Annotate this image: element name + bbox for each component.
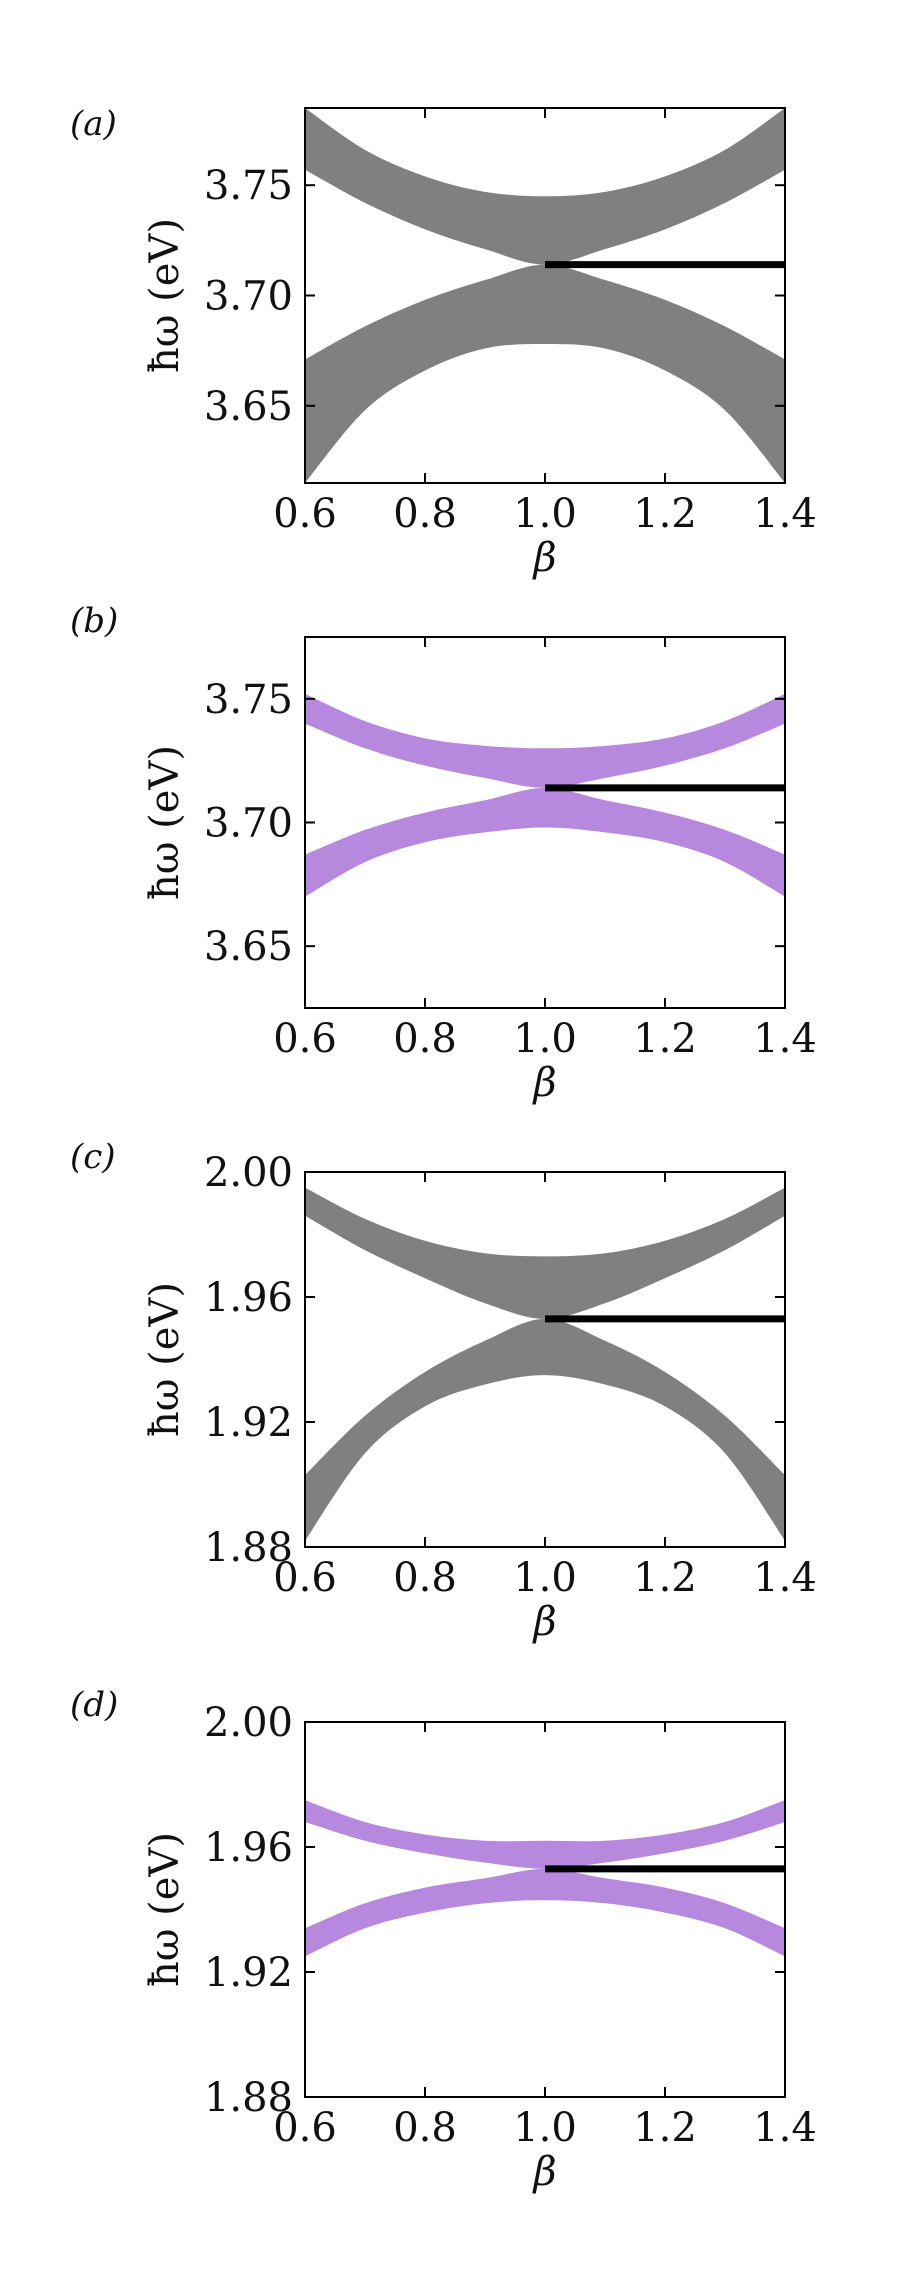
y-tick-label: 1.96: [204, 1275, 293, 1321]
plot-area: [305, 1187, 785, 1541]
x-tick-label: 0.8: [393, 1016, 457, 1062]
plot-area: [305, 1800, 785, 1957]
x-axis-title: β: [531, 535, 556, 581]
plot-area: [305, 108, 785, 483]
panel-c: 0.6 0.8 1.0 1.2 1.4 1.88 1.92 1.96 2.00 β ħω (eV) (…: [70, 1137, 817, 1645]
x-axis-title: β: [531, 1060, 556, 1106]
y-axis-title: ħω (eV): [142, 218, 188, 373]
x-tick-label: 1.4: [753, 1555, 817, 1601]
y-tick-label: 2.00: [204, 1150, 293, 1196]
y-tick-label: 3.75: [204, 163, 293, 209]
x-tick-label: 0.8: [393, 2105, 457, 2151]
y-tick-label: 3.65: [204, 924, 293, 970]
panel-label: (a): [70, 104, 117, 144]
panel-a: 0.6 0.8 1.0 1.2 1.4 3.65 3.70 3.75 β ħω (eV) (a): [70, 104, 817, 581]
upper-band: [305, 1800, 785, 1869]
y-tick-label: 1.88: [204, 2075, 293, 2121]
panel-b: 0.6 0.8 1.0 1.2 1.4 3.65 3.70 3.75 β ħω (eV) (b): [70, 601, 817, 1106]
x-tick-label: 0.6: [273, 1555, 337, 1601]
panel-label: (d): [70, 1685, 118, 1725]
x-tick-label: 1.4: [753, 491, 817, 537]
y-tick-label: 3.70: [204, 274, 293, 320]
y-axis-title: ħω (eV): [142, 1282, 188, 1437]
lower-band: [305, 1868, 785, 1957]
lower-band: [305, 264, 785, 483]
x-tick-label: 1.4: [753, 1016, 817, 1062]
x-tick-label: 1.0: [513, 1016, 577, 1062]
upper-band: [305, 693, 785, 788]
x-tick-label: 0.8: [393, 491, 457, 537]
x-tick-label: 1.2: [633, 491, 697, 537]
y-axis-title: ħω (eV): [142, 745, 188, 900]
y-tick-label: 3.65: [204, 384, 293, 430]
x-tick-label: 0.6: [273, 2105, 337, 2151]
y-tick-label: 3.70: [204, 801, 293, 847]
panel-label: (c): [70, 1137, 116, 1177]
x-tick-label: 1.0: [513, 1555, 577, 1601]
upper-band: [305, 108, 785, 265]
x-tick-label: 1.0: [513, 491, 577, 537]
x-axis-title: β: [531, 2149, 556, 2195]
y-tick-label: 1.88: [204, 1525, 293, 1571]
x-tick-label: 0.6: [273, 491, 337, 537]
y-tick-label: 3.75: [204, 677, 293, 723]
x-tick-label: 1.2: [633, 2105, 697, 2151]
upper-band: [305, 1187, 785, 1319]
lower-band: [305, 1318, 785, 1541]
panel-label: (b): [70, 601, 118, 641]
x-axis-title: β: [531, 1599, 556, 1645]
y-axis-title: ħω (eV): [142, 1832, 188, 1987]
y-tick-label: 1.92: [204, 1400, 293, 1446]
x-tick-label: 1.2: [633, 1555, 697, 1601]
lower-band: [305, 787, 785, 897]
x-tick-label: 1.4: [753, 2105, 817, 2151]
y-tick-label: 1.96: [204, 1825, 293, 1871]
plot-area: [305, 693, 785, 897]
x-tick-label: 0.8: [393, 1555, 457, 1601]
x-tick-label: 0.6: [273, 1016, 337, 1062]
x-tick-label: 1.2: [633, 1016, 697, 1062]
y-tick-label: 1.92: [204, 1950, 293, 1996]
panel-d: 0.6 0.8 1.0 1.2 1.4 1.88 1.92 1.96 2.00 β ħω (eV) (…: [70, 1685, 817, 2195]
x-tick-label: 1.0: [513, 2105, 577, 2151]
y-tick-label: 2.00: [204, 1700, 293, 1746]
